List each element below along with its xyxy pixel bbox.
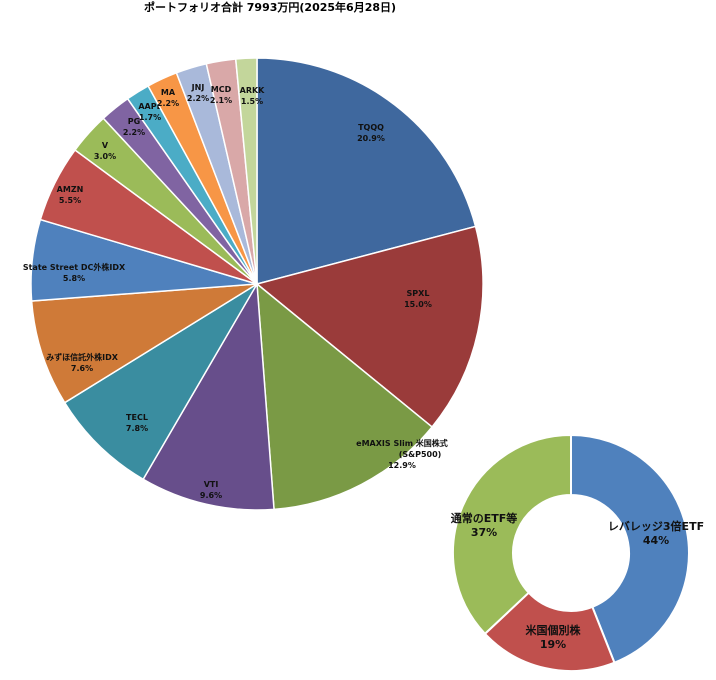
- pie-label-0: TQQQ 20.9%: [357, 123, 385, 143]
- pie-label-name: TQQQ: [358, 123, 384, 132]
- pie-label-value: 3.0%: [94, 152, 116, 161]
- pie-label-2: eMAXIS Slim 米国株式 (S&P500) 12.9%: [356, 438, 448, 470]
- pie-label-value: 2.2%: [187, 94, 209, 103]
- pie-slice-14: [234, 57, 258, 285]
- donut-slice-0: [570, 433, 690, 665]
- donut-label-0: レバレッジ3倍ETF 44%: [608, 519, 704, 547]
- pie-label-value: 5.8%: [63, 274, 85, 283]
- pie-label-name: MCD: [211, 85, 232, 94]
- pie-label-name: AAPL: [138, 102, 161, 111]
- pie-slice-3: [142, 281, 275, 511]
- pie-label-11: MA 2.2%: [157, 88, 179, 108]
- pie-label-4: TECL 7.8%: [126, 413, 148, 433]
- pie-slice-1: [255, 225, 484, 429]
- pie-label-name2: (S&P500): [399, 450, 442, 459]
- pie-label-name: MA: [161, 88, 176, 97]
- donut-label-1: 米国個別株 19%: [525, 623, 582, 651]
- pie-label-value: 7.8%: [126, 424, 148, 433]
- donut-label-name: 通常のETF等: [451, 511, 518, 525]
- pie-label-name: VTI: [204, 480, 219, 489]
- chart-title: ポートフォリオ合計 7993万円(2025年6月28日): [144, 0, 396, 14]
- pie-label-name: ARKK: [240, 86, 266, 95]
- pie-label-name: State Street DC外株IDX: [23, 262, 126, 272]
- main-pie: TQQQ 20.9% SPXL 15.0% eMAXIS Slim 米国株式 (S&P50…: [23, 57, 484, 511]
- pie-label-name: eMAXIS Slim 米国株式: [356, 438, 448, 448]
- pie-label-9: PG 2.2%: [123, 117, 145, 137]
- donut-label-value: 44%: [643, 534, 669, 547]
- donut-label-value: 37%: [471, 526, 497, 539]
- pie-label-name: AMZN: [57, 185, 84, 194]
- pie-slice-5: [30, 283, 258, 404]
- pie-label-value: 5.5%: [59, 196, 81, 205]
- pie-label-1: SPXL 15.0%: [404, 289, 432, 309]
- pie-label-value: 9.6%: [200, 491, 222, 500]
- pie-label-value: 12.9%: [388, 461, 416, 470]
- pie-label-5: みずほ信託外株IDX 7.6%: [46, 352, 119, 373]
- pie-label-13: MCD 2.1%: [210, 85, 232, 105]
- pie-label-name: V: [102, 141, 109, 150]
- pie-label-3: VTI 9.6%: [200, 480, 222, 500]
- donut-label-name: レバレッジ3倍ETF: [608, 519, 704, 533]
- pie-slice-2: [256, 282, 434, 511]
- pie-label-value: 1.5%: [241, 97, 263, 106]
- pie-slice-4: [63, 283, 258, 481]
- donut-label-value: 19%: [540, 638, 566, 651]
- pie-label-value: 20.9%: [357, 134, 385, 143]
- pie-slice-0: [256, 57, 477, 285]
- pie-label-value: 7.6%: [71, 364, 93, 373]
- pie-label-name: TECL: [126, 413, 148, 422]
- pie-label-value: 2.1%: [210, 96, 232, 105]
- donut-label-name: 米国個別株: [525, 623, 582, 637]
- donut-label-2: 通常のETF等 37%: [451, 511, 518, 539]
- pie-label-value: 2.2%: [123, 128, 145, 137]
- pie-label-6: State Street DC外株IDX 5.8%: [23, 262, 126, 283]
- pie-label-8: V 3.0%: [94, 141, 116, 161]
- pie-label-name: PG: [128, 117, 140, 126]
- pie-label-name: みずほ信託外株IDX: [46, 352, 119, 362]
- pie-label-name: JNJ: [191, 83, 205, 92]
- category-donut: レバレッジ3倍ETF 44% 米国個別株 19% 通常のETF等 37%: [451, 433, 704, 672]
- donut-slice-1: [483, 591, 616, 672]
- pie-label-10: AAPL 1.7%: [138, 102, 161, 122]
- pie-label-12: JNJ 2.2%: [187, 83, 209, 103]
- pie-label-value: 15.0%: [404, 300, 432, 309]
- pie-label-14: ARKK 1.5%: [240, 86, 266, 106]
- pie-label-value: 2.2%: [157, 99, 179, 108]
- pie-label-7: AMZN 5.5%: [57, 185, 84, 205]
- pie-label-value: 1.7%: [139, 113, 161, 122]
- donut-slice-2: [451, 433, 572, 636]
- pie-label-name: SPXL: [407, 289, 430, 298]
